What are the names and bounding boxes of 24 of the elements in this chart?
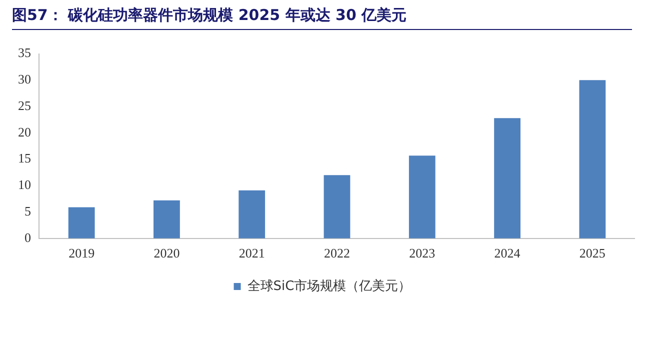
- bar: [579, 80, 606, 238]
- x-tick-label: 2025: [579, 246, 606, 261]
- x-tick-label: 2022: [324, 246, 350, 261]
- bar: [408, 156, 436, 238]
- y-tick-label: 25: [18, 98, 31, 113]
- chart-title: 图57： 碳化硅功率器件市场规模 2025 年或达 30 亿美元: [12, 6, 632, 30]
- y-tick-label: 15: [18, 150, 31, 166]
- y-tick-label: 0: [24, 230, 31, 245]
- bar: [238, 190, 266, 238]
- bar: [494, 118, 520, 238]
- y-tick-label: 35: [18, 45, 31, 60]
- y-tick-label: 30: [18, 72, 31, 87]
- x-tick-label: 2023: [409, 246, 436, 261]
- x-tick-label: 2021: [238, 246, 265, 261]
- y-tick-label: 20: [18, 124, 31, 140]
- x-tick-label: 2020: [154, 246, 180, 261]
- y-tick-label: 10: [18, 177, 31, 192]
- x-tick-label: 2019: [68, 246, 95, 261]
- bar: [68, 207, 95, 238]
- x-tick-label: 2024: [494, 246, 521, 261]
- legend-label: 全球SiC市场规模（亿美元）: [247, 278, 412, 294]
- y-tick-label: 5: [24, 203, 31, 218]
- bar: [324, 175, 350, 238]
- bar: [154, 200, 180, 238]
